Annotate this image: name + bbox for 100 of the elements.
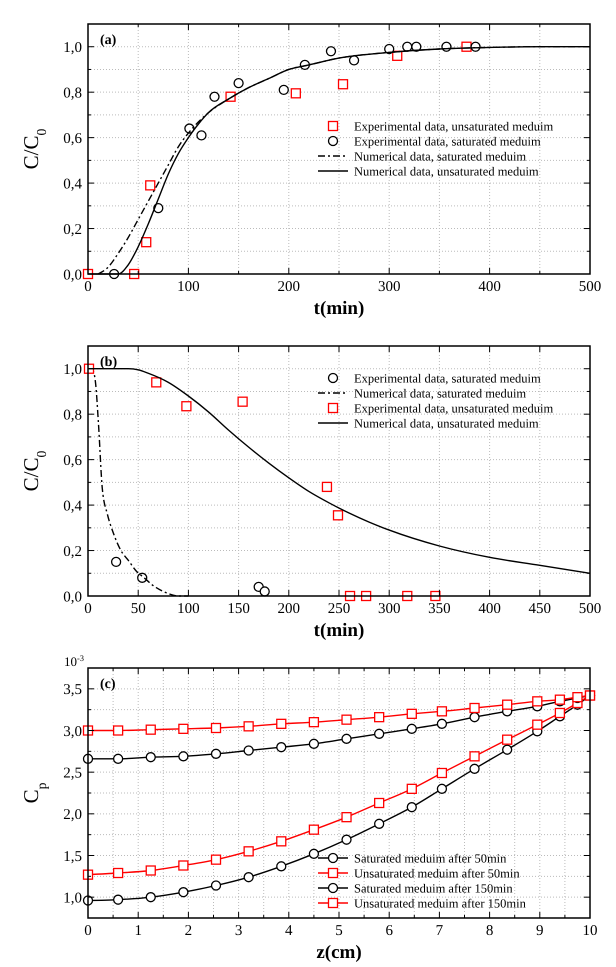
x-tick-label: 9	[536, 923, 544, 939]
y-tick-label: 1,0	[63, 362, 82, 378]
x-tick-label: 7	[436, 923, 444, 939]
point	[469, 751, 480, 762]
x-tick-label: 1	[134, 923, 142, 939]
point	[406, 784, 417, 794]
point	[341, 834, 352, 845]
point	[260, 586, 270, 597]
point	[178, 724, 189, 734]
point	[308, 848, 320, 859]
y-tick-label: 0,6	[63, 130, 82, 147]
legend-label: Unsaturated meduim after 50min	[354, 866, 520, 880]
x-tick-label: 5	[335, 923, 343, 939]
point	[181, 401, 192, 412]
point	[326, 46, 336, 56]
point	[146, 752, 156, 762]
y-tick-label: 2,0	[63, 807, 82, 824]
legend-label: Experimental data, unsaturated meduim	[354, 119, 554, 134]
legend-label: Numerical data, unsaturated meduim	[354, 416, 539, 430]
point	[112, 868, 124, 878]
x-tick-label: 10	[582, 923, 598, 939]
point	[554, 708, 566, 718]
y-tick-label: 0,4	[63, 498, 82, 514]
point	[178, 751, 189, 762]
text: 10$^{-3}$	[64, 653, 84, 669]
x-tick-label: 100	[177, 279, 200, 295]
y-tick-label: 0,0	[63, 267, 82, 284]
x-tick-label: 50	[130, 601, 146, 617]
y-tick-label: 0,2	[63, 222, 82, 238]
point	[278, 84, 289, 96]
x-tick-label: 450	[528, 601, 552, 617]
x-tick-label: 350	[428, 601, 451, 617]
point	[332, 510, 344, 520]
x-tick-label: 0	[84, 601, 92, 617]
y-tick-label: 0,8	[63, 407, 82, 424]
x-tick-label: 200	[278, 601, 300, 617]
y-tick-label: 0,6	[63, 452, 82, 469]
legend-label: Unsaturated meduim after 150min	[354, 896, 527, 910]
point	[145, 180, 156, 191]
point	[532, 696, 542, 706]
legend-label: Numerical data, saturated meduim	[354, 149, 526, 164]
legend-label: Saturated meduim after 50min	[354, 851, 508, 866]
x-tick-label: 500	[578, 279, 602, 295]
point	[243, 846, 254, 856]
point	[502, 744, 512, 755]
point	[341, 714, 352, 725]
point	[436, 718, 448, 729]
x-tick-label: 4	[285, 923, 294, 939]
x-tick-label: 300	[378, 279, 400, 295]
point	[308, 824, 320, 835]
x-tick-label: 0	[84, 923, 92, 939]
point	[237, 396, 248, 407]
point	[209, 92, 220, 102]
point	[151, 377, 162, 388]
x-tick-label: 3	[234, 923, 242, 939]
y-tick-label: 0,4	[63, 176, 82, 192]
point	[196, 130, 207, 141]
legend-label: Numerical data, saturated meduim	[354, 386, 526, 400]
point	[243, 721, 254, 732]
x-tick-label: 400	[478, 601, 501, 617]
point	[341, 812, 352, 822]
point	[436, 706, 448, 716]
point	[112, 754, 124, 764]
x-tick-label: 250	[328, 601, 350, 617]
x-tick-label: 6	[385, 923, 394, 939]
y-tick-label: 1,0	[63, 40, 82, 56]
point	[276, 718, 286, 729]
x-tick-label: 100	[177, 601, 200, 617]
point	[276, 742, 286, 752]
point	[502, 734, 512, 745]
x-axis-title: t(min)	[314, 620, 364, 641]
text: (b)	[100, 355, 118, 370]
y-tick-label: 0,0	[63, 589, 82, 606]
legend-label: Saturated meduim after 150min	[354, 881, 514, 896]
point	[532, 720, 542, 730]
point	[233, 78, 244, 88]
point	[322, 482, 332, 492]
point	[469, 712, 480, 722]
y-tick-label: 0,8	[63, 85, 82, 102]
x-tick-label: 8	[486, 923, 494, 939]
text: (c)	[100, 677, 116, 692]
legend-label: Experimental data, unsaturated meduim	[354, 401, 554, 416]
point	[210, 880, 222, 891]
y-tick-label: 1,0	[63, 890, 82, 906]
point	[469, 702, 480, 714]
point	[110, 556, 122, 568]
point	[341, 734, 352, 744]
point	[112, 894, 124, 905]
x-tick-label: 200	[278, 279, 300, 295]
x-tick-label: 400	[478, 279, 501, 295]
point	[338, 79, 348, 90]
legend-label: Numerical data, unsaturated meduim	[354, 164, 539, 178]
point	[469, 764, 480, 774]
point	[374, 728, 384, 739]
text: (a)	[100, 33, 117, 48]
point	[406, 724, 417, 734]
point	[502, 700, 512, 710]
point	[112, 725, 124, 736]
point	[406, 708, 417, 719]
point	[436, 768, 448, 778]
